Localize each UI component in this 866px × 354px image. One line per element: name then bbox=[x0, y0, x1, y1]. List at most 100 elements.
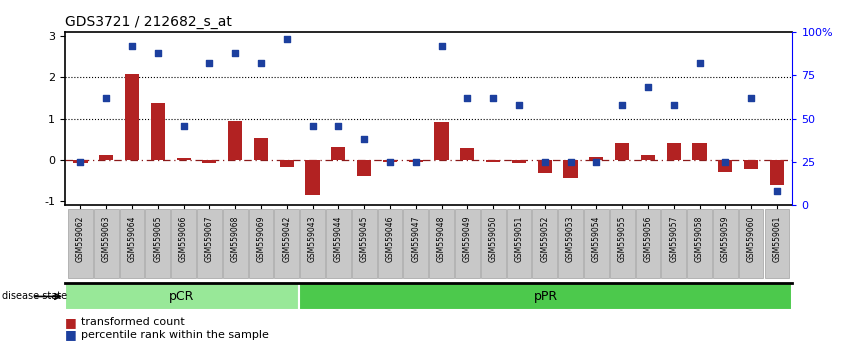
FancyBboxPatch shape bbox=[662, 209, 686, 278]
FancyBboxPatch shape bbox=[455, 209, 480, 278]
Point bbox=[486, 95, 500, 101]
FancyBboxPatch shape bbox=[197, 209, 222, 278]
Text: GSM559066: GSM559066 bbox=[179, 216, 188, 262]
Bar bbox=[203, 160, 216, 163]
Point bbox=[177, 123, 191, 129]
Text: GSM559061: GSM559061 bbox=[772, 216, 781, 262]
Text: GSM559065: GSM559065 bbox=[153, 216, 162, 262]
Point bbox=[332, 123, 346, 129]
Point bbox=[641, 85, 655, 90]
Text: GSM559056: GSM559056 bbox=[643, 216, 652, 262]
FancyBboxPatch shape bbox=[94, 209, 119, 278]
FancyBboxPatch shape bbox=[404, 209, 428, 278]
Bar bbox=[383, 160, 397, 162]
FancyBboxPatch shape bbox=[430, 209, 454, 278]
FancyBboxPatch shape bbox=[275, 209, 299, 278]
Text: transformed count: transformed count bbox=[81, 317, 184, 327]
Text: GSM559068: GSM559068 bbox=[230, 216, 240, 262]
Text: GSM559047: GSM559047 bbox=[411, 216, 420, 262]
Bar bbox=[564, 160, 578, 178]
FancyBboxPatch shape bbox=[68, 209, 93, 278]
Point bbox=[383, 159, 397, 165]
Text: GSM559054: GSM559054 bbox=[591, 216, 601, 262]
Bar bbox=[512, 160, 526, 163]
FancyBboxPatch shape bbox=[713, 209, 738, 278]
Text: GSM559051: GSM559051 bbox=[514, 216, 523, 262]
FancyBboxPatch shape bbox=[120, 209, 145, 278]
Point bbox=[461, 95, 475, 101]
Text: GSM559057: GSM559057 bbox=[669, 216, 678, 262]
Bar bbox=[641, 155, 655, 160]
Bar bbox=[99, 155, 113, 160]
Point bbox=[306, 123, 320, 129]
Text: GSM559045: GSM559045 bbox=[359, 216, 369, 262]
Text: ■: ■ bbox=[65, 328, 77, 341]
Bar bbox=[460, 148, 475, 160]
FancyBboxPatch shape bbox=[145, 209, 171, 278]
FancyBboxPatch shape bbox=[533, 209, 557, 278]
FancyBboxPatch shape bbox=[171, 209, 196, 278]
Point bbox=[590, 159, 604, 165]
FancyBboxPatch shape bbox=[507, 209, 532, 278]
FancyBboxPatch shape bbox=[481, 209, 506, 278]
Point bbox=[409, 159, 423, 165]
Text: GSM559064: GSM559064 bbox=[127, 216, 137, 262]
FancyBboxPatch shape bbox=[301, 209, 325, 278]
Bar bbox=[770, 160, 784, 185]
Point bbox=[512, 102, 526, 108]
Bar bbox=[228, 121, 242, 160]
Bar bbox=[589, 157, 604, 160]
Point bbox=[254, 60, 268, 66]
Bar bbox=[667, 143, 681, 160]
Bar bbox=[65, 283, 299, 310]
Point bbox=[667, 102, 681, 108]
Bar bbox=[254, 138, 268, 160]
Text: GSM559049: GSM559049 bbox=[462, 216, 472, 262]
FancyBboxPatch shape bbox=[636, 209, 660, 278]
FancyBboxPatch shape bbox=[559, 209, 583, 278]
Text: GSM559044: GSM559044 bbox=[334, 216, 343, 262]
Text: GSM559055: GSM559055 bbox=[617, 216, 627, 262]
FancyBboxPatch shape bbox=[584, 209, 609, 278]
Point bbox=[74, 159, 87, 165]
FancyBboxPatch shape bbox=[352, 209, 377, 278]
Bar bbox=[538, 160, 552, 173]
Point bbox=[125, 43, 139, 48]
Text: pPR: pPR bbox=[533, 290, 558, 303]
Text: GSM559042: GSM559042 bbox=[282, 216, 291, 262]
Bar bbox=[693, 143, 707, 160]
Text: GSM559053: GSM559053 bbox=[566, 216, 575, 262]
Text: pCR: pCR bbox=[169, 290, 195, 303]
Bar bbox=[332, 147, 346, 160]
Text: GSM559048: GSM559048 bbox=[437, 216, 446, 262]
Text: disease state: disease state bbox=[2, 291, 67, 302]
FancyBboxPatch shape bbox=[223, 209, 248, 278]
Point bbox=[100, 95, 113, 101]
Bar bbox=[744, 160, 759, 169]
Text: percentile rank within the sample: percentile rank within the sample bbox=[81, 330, 268, 339]
Point bbox=[229, 50, 242, 56]
Text: GSM559069: GSM559069 bbox=[256, 216, 266, 262]
Text: ■: ■ bbox=[65, 316, 77, 329]
Text: GSM559060: GSM559060 bbox=[746, 216, 756, 262]
Point bbox=[203, 60, 216, 66]
Bar bbox=[280, 160, 294, 167]
Bar bbox=[125, 74, 139, 160]
Bar bbox=[74, 160, 87, 163]
Text: GSM559059: GSM559059 bbox=[721, 216, 730, 262]
Point bbox=[564, 159, 578, 165]
FancyBboxPatch shape bbox=[739, 209, 764, 278]
Bar bbox=[718, 160, 733, 172]
Text: GSM559067: GSM559067 bbox=[205, 216, 214, 262]
FancyBboxPatch shape bbox=[326, 209, 351, 278]
Text: GDS3721 / 212682_s_at: GDS3721 / 212682_s_at bbox=[65, 16, 232, 29]
Text: GSM559062: GSM559062 bbox=[76, 216, 85, 262]
Text: GSM559043: GSM559043 bbox=[308, 216, 317, 262]
Bar bbox=[299, 283, 792, 310]
Bar bbox=[409, 160, 423, 162]
Point bbox=[770, 189, 784, 194]
Point bbox=[693, 60, 707, 66]
FancyBboxPatch shape bbox=[610, 209, 635, 278]
Bar bbox=[151, 103, 165, 160]
FancyBboxPatch shape bbox=[249, 209, 274, 278]
